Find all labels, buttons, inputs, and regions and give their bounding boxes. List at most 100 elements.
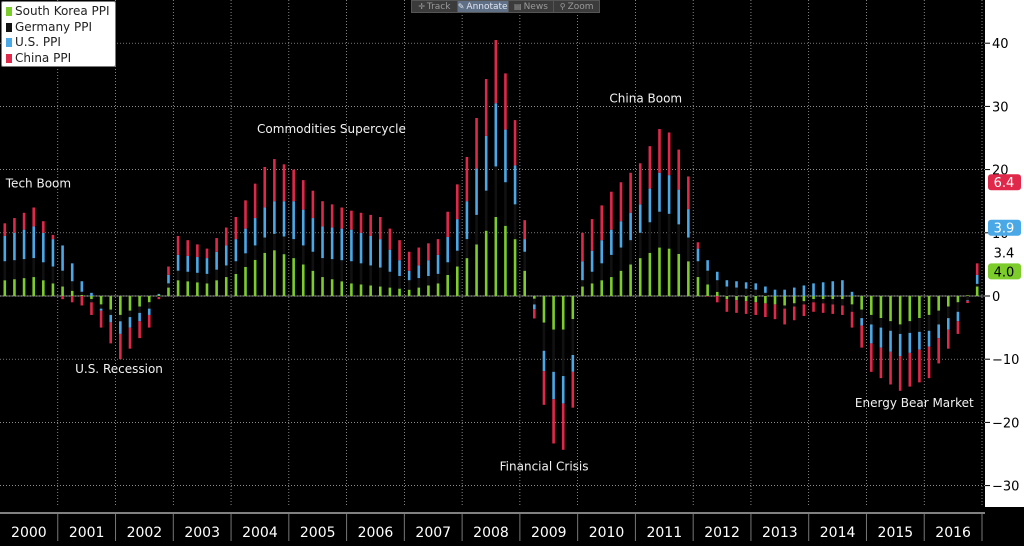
legend-item-south-korea[interactable]: South Korea PPI	[6, 4, 115, 20]
south-korea-bar	[552, 296, 555, 330]
us-bar	[475, 168, 478, 215]
us-bar	[706, 260, 709, 271]
china-bar	[436, 239, 440, 255]
south-korea-bar	[561, 296, 565, 330]
us-bar	[648, 188, 652, 223]
china-bar	[42, 221, 45, 233]
germany-bar	[388, 271, 392, 288]
x-tick-label: 2005	[300, 525, 336, 541]
south-korea-bar	[754, 296, 758, 303]
us-bar	[224, 245, 228, 266]
china-bar	[773, 304, 777, 320]
us-bar	[735, 281, 738, 288]
germany-bar	[340, 260, 344, 282]
germany-bar	[138, 306, 141, 313]
germany-bar	[966, 296, 969, 301]
legend-item-germany[interactable]: Germany PPI	[6, 20, 115, 36]
us-bar	[918, 331, 921, 350]
south-korea-bar	[90, 296, 93, 300]
germany-bar	[898, 324, 902, 334]
china-bar	[590, 219, 594, 251]
south-korea-bar	[109, 296, 113, 310]
china-bar	[648, 146, 652, 189]
south-korea-bar	[330, 279, 334, 296]
germany-bar	[764, 292, 767, 296]
us-bar	[398, 260, 401, 276]
china-bar	[196, 244, 199, 258]
us-bar	[677, 189, 681, 225]
south-korea-bar	[186, 281, 190, 296]
south-korea-bar	[273, 250, 276, 296]
us-bar	[417, 265, 421, 279]
germany-bar	[754, 289, 758, 296]
china-bar	[90, 302, 93, 315]
germany-bar	[860, 309, 863, 319]
us-bar	[513, 165, 517, 205]
south-korea-bar	[475, 244, 478, 296]
us-bar	[927, 330, 931, 347]
china-bar	[918, 349, 921, 383]
crosshair-icon: ✛	[418, 2, 425, 11]
china-bar	[735, 300, 738, 313]
us-bar	[51, 239, 55, 267]
us-bar	[773, 289, 777, 296]
us-bar	[667, 175, 671, 214]
us-bar	[590, 250, 594, 272]
last-value-label: 4.0	[994, 265, 1015, 280]
china-bar	[687, 176, 690, 210]
legend-label: China PPI	[15, 50, 72, 65]
china-bar	[51, 234, 55, 240]
germany-bar	[542, 322, 546, 351]
china-bar	[908, 352, 912, 387]
us-bar	[311, 218, 315, 252]
us-bar	[253, 218, 257, 246]
china-bar	[3, 223, 7, 236]
south-korea-bar	[725, 296, 729, 300]
south-korea-bar	[42, 280, 45, 296]
china-bar	[465, 156, 469, 202]
china-bar	[696, 242, 700, 249]
china-bar	[821, 303, 825, 313]
south-korea-bar	[99, 296, 103, 305]
germany-bar	[263, 237, 267, 253]
south-korea-bar	[3, 280, 7, 296]
legend-item-china[interactable]: China PPI	[6, 51, 115, 67]
south-korea-bar	[119, 296, 122, 315]
us-bar	[744, 282, 748, 289]
germany-bar	[427, 275, 430, 286]
us-bar	[42, 232, 45, 263]
legend-item-us[interactable]: U.S. PPI	[6, 35, 115, 51]
south-korea-bar	[773, 296, 777, 305]
germany-bar	[725, 286, 729, 296]
germany-bar	[956, 302, 960, 312]
germany-bar	[301, 245, 305, 265]
us-bar	[889, 330, 892, 352]
germany-bar	[119, 314, 122, 322]
china-bar	[658, 129, 661, 173]
south-korea-bar	[504, 225, 507, 296]
south-korea-bar	[783, 296, 786, 306]
china-bar	[119, 333, 122, 360]
us-bar	[908, 332, 912, 353]
south-korea-bar	[417, 287, 421, 296]
zoom-button[interactable]: ⚲ Zoom	[554, 1, 599, 12]
us-bar	[359, 232, 363, 264]
south-korea-bar	[619, 270, 623, 296]
south-korea-bar	[802, 296, 806, 302]
annotate-button[interactable]: ✎ Annotate	[457, 1, 509, 12]
us-bar	[147, 308, 151, 315]
annotate-label: Annotate	[466, 1, 508, 12]
news-button[interactable]: ▤ News	[509, 1, 555, 12]
track-button[interactable]: ✛ Track	[412, 1, 458, 12]
south-korea-bar	[937, 296, 940, 311]
legend[interactable]: South Korea PPI Germany PPI U.S. PPI Chi…	[1, 1, 116, 67]
germany-bar	[417, 278, 421, 288]
us-bar	[687, 209, 690, 238]
south-korea-bar	[378, 286, 382, 296]
china-bar	[523, 220, 526, 240]
south-korea-bar	[407, 289, 411, 296]
china-bar	[677, 149, 681, 190]
us-bar	[215, 251, 218, 270]
last-value-tag	[988, 174, 1021, 191]
us-bar	[90, 292, 93, 296]
